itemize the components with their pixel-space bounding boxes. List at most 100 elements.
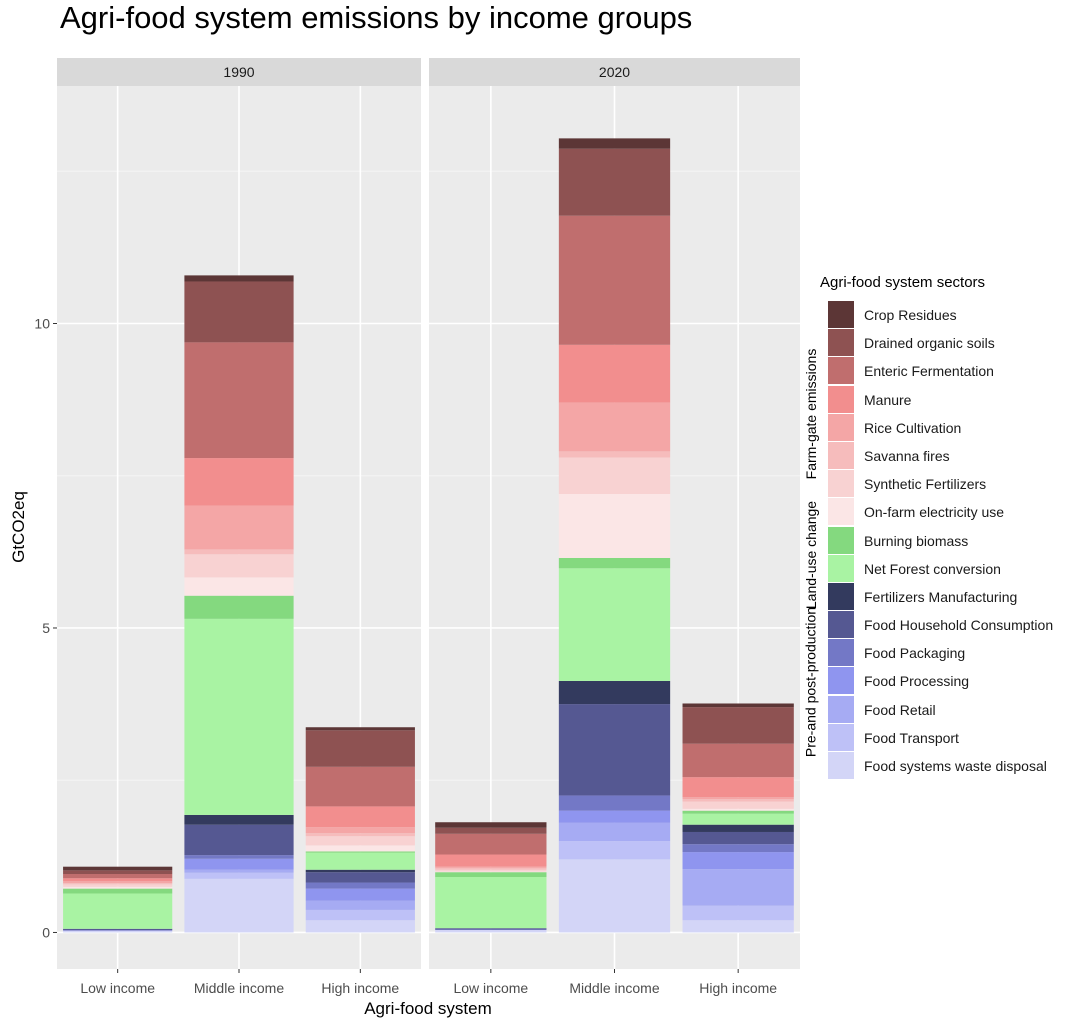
legend-label: Food Packaging (864, 645, 966, 662)
bar-segment (558, 344, 671, 403)
bar-segment (305, 730, 415, 767)
bar-segment (435, 930, 547, 933)
bar-segment (184, 505, 294, 550)
bar-segment (558, 138, 671, 149)
bar-segment (305, 845, 415, 852)
bar-segment (63, 893, 173, 929)
chart-title: Agri-food system emissions by income gro… (60, 0, 693, 35)
bar-segment (435, 854, 547, 867)
bar-segment (305, 851, 415, 853)
bar-segment (63, 888, 173, 894)
bar-segment (184, 878, 294, 933)
bar-segment (435, 867, 547, 870)
bar-segment (184, 872, 294, 879)
bar-segment (184, 577, 294, 596)
facet-label: 1990 (223, 64, 254, 80)
bar-segment (682, 797, 794, 800)
bar-segment (682, 852, 794, 870)
bar-segment (63, 930, 173, 933)
bar-segment (435, 827, 547, 834)
y-axis-title: GtCO2eq (9, 491, 28, 563)
bar-segment (184, 869, 294, 873)
bar-segment (435, 833, 547, 855)
legend-swatch (828, 723, 854, 751)
bar-segment (305, 920, 415, 933)
bar-segment (305, 727, 415, 731)
legend-title: Agri-food system sectors (820, 274, 986, 291)
legend-swatch (828, 385, 854, 413)
legend-swatch (828, 611, 854, 639)
legend-label: On-farm electricity use (864, 504, 1005, 521)
bar-segment (305, 909, 415, 921)
legend-label: Net Forest conversion (864, 560, 1001, 577)
bar-segment (435, 822, 547, 828)
legend-label: Food Processing (864, 673, 970, 690)
bar-segment (558, 215, 671, 345)
bar-segment (184, 824, 294, 856)
bar-segment (184, 281, 294, 343)
legend-group-label: Pre-and post-production (803, 606, 820, 757)
bar-segment (558, 451, 671, 458)
bar-segment (435, 929, 547, 931)
bar-segment (305, 882, 415, 889)
bar-segment (184, 858, 294, 870)
x-tick-label: Low income (453, 980, 528, 996)
bar-segment (682, 831, 794, 845)
facet-strip (429, 58, 800, 86)
bar-segment (184, 275, 294, 282)
bar-segment (682, 905, 794, 921)
x-tick-label: Low income (80, 980, 155, 996)
bar-segment (558, 704, 671, 796)
legend-label: Drained organic soils (864, 335, 995, 352)
bar-segment (435, 869, 547, 872)
bar-segment (63, 928, 173, 931)
bar-segment (558, 795, 671, 811)
bar-segment (435, 928, 547, 930)
legend-swatch (828, 329, 854, 357)
bar-segment (184, 855, 294, 859)
legend-swatch (828, 667, 854, 695)
legend-label: Savanna fires (864, 447, 950, 464)
legend-swatch (828, 526, 854, 554)
bar-segment (558, 457, 671, 495)
legend-label: Manure (864, 391, 912, 408)
bar-segment (558, 568, 671, 681)
bar-segment (184, 458, 294, 506)
y-tick-label: 10 (34, 315, 50, 331)
bar-segment (305, 766, 415, 807)
bar-segment (305, 872, 415, 883)
bar-segment (558, 859, 671, 933)
legend-swatch (828, 752, 854, 779)
bar-segment (305, 836, 415, 846)
bar-segment (682, 808, 794, 811)
bar-segment (558, 841, 671, 860)
legend-label: Crop Residues (864, 307, 957, 323)
bar-segment (435, 872, 547, 878)
legend-label: Food Transport (864, 729, 959, 746)
bar-segment (682, 777, 794, 798)
x-tick-label: Middle income (194, 980, 284, 996)
bar-segment (558, 494, 671, 558)
legend-swatch (828, 639, 854, 667)
bar-segment (305, 900, 415, 910)
bar-segment (435, 871, 547, 873)
legend-label: Food systems waste disposal (864, 758, 1047, 774)
facet-label: 2020 (599, 64, 630, 80)
bar-segment (558, 148, 671, 216)
legend-swatch (828, 470, 854, 498)
bar-segment (558, 822, 671, 842)
bar-segment (682, 801, 794, 809)
bar-segment (305, 806, 415, 828)
legend-swatch (828, 413, 854, 441)
bar-segment (682, 810, 794, 814)
legend-swatch (828, 441, 854, 469)
legend-swatch (828, 357, 854, 385)
bar-segment (63, 878, 173, 882)
bar-segment (435, 866, 547, 868)
bar-segment (682, 844, 794, 853)
bar-segment (682, 703, 794, 708)
legend: Agri-food system sectors Crop Residues Dr… (803, 274, 1072, 794)
bar-segment (184, 618, 294, 815)
x-tick-label: High income (321, 980, 399, 996)
bar-segment (63, 884, 173, 887)
